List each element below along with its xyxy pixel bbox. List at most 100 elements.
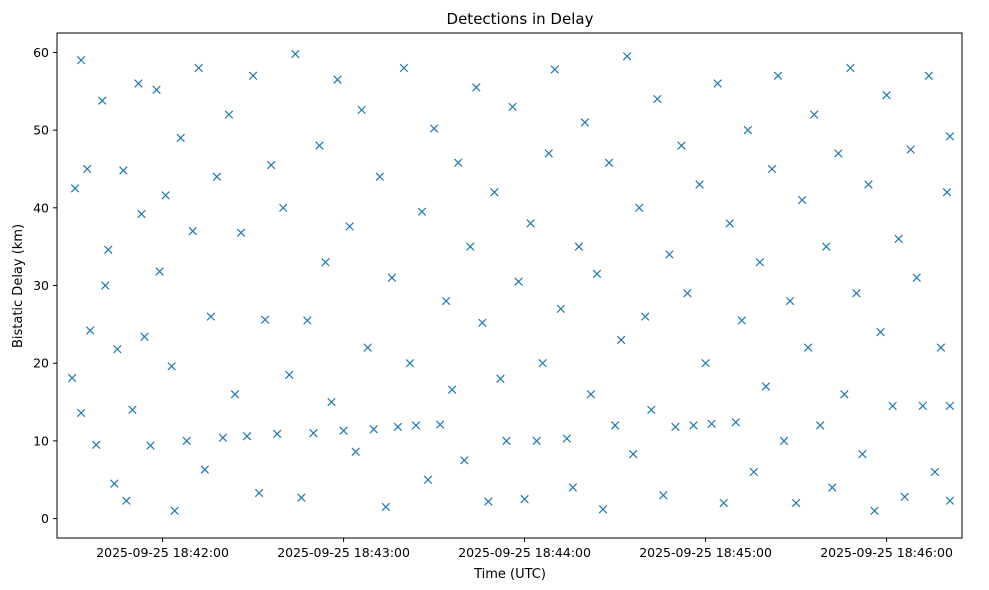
data-point [345,222,354,231]
data-point [472,83,481,92]
data-point [520,494,529,504]
data-point [822,242,831,251]
chart-title: Detections in Delay [447,10,594,28]
x-axis-label: Time (UTC) [473,567,546,582]
data-point [85,326,95,335]
data-point [628,449,638,459]
y-axis: 0 10 20 30 40 50 60 [33,45,57,526]
data-point [137,209,146,219]
data-point [544,149,553,158]
data-point [580,118,590,127]
data-point [496,374,505,383]
data-point [634,203,644,213]
data-point [574,242,584,251]
y-tick-label: 60 [33,45,49,60]
data-point [743,125,753,135]
data-point [453,158,463,167]
data-point [167,362,176,371]
data-point [791,498,801,508]
data-point [309,428,318,438]
data-point [840,390,849,399]
data-point [707,419,716,429]
data-point [230,390,240,399]
data-point [91,440,101,449]
data-point [218,433,228,443]
data-point [393,422,403,432]
data-point [695,180,704,189]
data-point [119,166,128,175]
data-point [155,267,164,276]
data-point [113,344,122,354]
data-point [134,79,143,88]
data-point [272,429,282,439]
data-point [568,483,578,492]
data-point [321,257,330,267]
data-point [206,312,216,321]
data-point [70,184,80,193]
data-point [828,483,837,492]
data-point [285,370,294,380]
data-point [435,420,445,429]
data-point [423,475,433,484]
data-point [526,219,535,228]
data-point [128,405,137,415]
data-point [188,226,197,236]
data-point [677,141,686,150]
data-point [834,149,843,158]
data-point [429,124,439,133]
data-point [936,343,946,352]
data-point [725,219,734,228]
x-tick-label: 2025-09-25 18:42:00 [96,545,229,560]
data-point [514,277,523,286]
data-point [484,497,493,506]
data-point [327,397,336,407]
data-point [701,358,710,368]
x-axis: 2025-09-25 18:42:00 2025-09-25 18:43:00 20… [96,538,953,560]
data-point [586,390,596,399]
data-point [146,441,155,450]
data-point [104,245,113,254]
data-point [200,465,210,474]
data-point [773,71,783,80]
data-point [900,492,909,502]
data-point [598,505,608,514]
data-point [170,506,179,516]
data-point [532,436,541,446]
data-point [683,289,692,298]
data-point [266,160,276,170]
data-point [297,493,306,502]
data-point [876,327,885,337]
data-point [182,436,191,446]
data-point [82,164,92,174]
data-point [671,422,680,432]
data-point [538,358,547,368]
data-point [894,234,903,244]
data-point [550,65,559,74]
data-point [339,426,348,436]
data-point [737,316,747,325]
data-point [411,421,421,430]
data-point [767,164,777,174]
data-point [942,188,952,197]
plot-frame [56,32,963,539]
data-point [930,467,940,477]
data-point [254,488,264,498]
data-point [152,85,161,94]
data-point [906,145,915,154]
data-point [212,172,222,181]
data-point [333,75,342,84]
x-tick-label: 2025-09-25 18:46:00 [820,545,953,560]
data-point [224,110,234,119]
data-point [357,105,366,115]
data-point [713,79,722,88]
y-tick-label: 20 [33,356,49,371]
data-point [803,343,813,352]
data-point [779,436,789,446]
data-point [441,296,451,306]
data-point [369,425,378,434]
data-point [882,90,891,100]
data-point [785,296,795,306]
x-tick-label: 2025-09-25 18:44:00 [458,545,591,560]
data-point [592,269,602,279]
